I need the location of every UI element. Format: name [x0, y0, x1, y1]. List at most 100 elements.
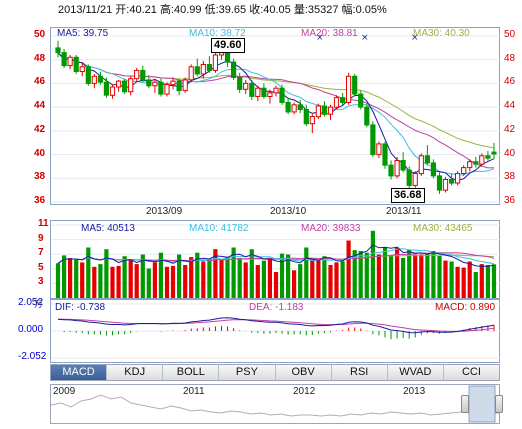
price-tick-label-right: 38 — [504, 171, 516, 183]
candle-up — [67, 56, 73, 67]
candle-up — [188, 66, 194, 81]
macd-chart — [51, 303, 501, 359]
volume-bar-down — [401, 258, 406, 298]
volume-bar-up — [201, 261, 206, 298]
macd-chart-panel[interactable]: DIF: -0.738 DEA: -1.183 MACD: 0.890 — [50, 299, 501, 363]
macd-dif-label: DIF: -0.738 — [55, 302, 106, 313]
volume-bar-down — [237, 258, 242, 298]
timeline-navigator[interactable]: 2009 2011 2012 2013 — [50, 384, 503, 424]
macd-tick-label: -2.052 — [18, 351, 47, 362]
candle-down — [103, 81, 109, 96]
price-tick-label-right: 48 — [504, 52, 516, 64]
price-tick-label-right: 40 — [504, 147, 516, 159]
tab-obv[interactable]: OBV — [276, 365, 332, 380]
navigator-selection[interactable] — [468, 385, 496, 423]
volume-bar-down — [449, 261, 454, 298]
candle-up — [212, 54, 219, 71]
volume-bar-down — [431, 251, 436, 298]
candle-up — [134, 69, 140, 80]
volume-bar-down — [382, 247, 388, 298]
volume-bar-up — [68, 258, 73, 298]
volume-bar-down — [158, 252, 163, 298]
date-label-sep: 2013/09 — [146, 206, 183, 217]
price-ma20-line — [57, 52, 495, 169]
navigator-left-handle[interactable] — [461, 395, 469, 413]
volume-bar-up — [346, 240, 351, 298]
tab-cci[interactable]: CCI — [461, 366, 481, 378]
volume-bar-down — [425, 253, 430, 298]
vol-ma10-label: MA10: 41782 — [189, 223, 249, 234]
candle-down — [358, 93, 364, 108]
price-tick-label: 48 — [34, 52, 46, 64]
candle-down — [370, 124, 376, 156]
candle-down — [194, 66, 200, 75]
volume-bar-up — [128, 259, 133, 298]
candle-down — [297, 104, 303, 111]
price-tick-label-right: 36 — [504, 195, 516, 206]
vol-ma20-label: MA20: 39833 — [301, 223, 361, 234]
candle-down — [449, 179, 455, 184]
tab-kdj[interactable]: KDJ — [107, 365, 164, 380]
candle-up — [109, 86, 116, 96]
volume-tick-label: 5 — [38, 261, 44, 273]
quote-header: 2013/11/21 开:40.21 高:40.99 低:39.65 收:40.… — [58, 4, 387, 16]
candle-down — [400, 160, 406, 171]
volume-bar-down — [140, 254, 145, 298]
macd-dea-label: DEA: -1.183 — [249, 302, 304, 313]
price-tick-label-right: 46 — [504, 76, 516, 88]
tab-boll[interactable]: BOLL — [163, 365, 220, 380]
candle-down — [122, 80, 128, 93]
tab-wvad[interactable]: WVAD — [388, 365, 444, 380]
tab-macd[interactable]: MACD — [51, 365, 108, 380]
navigator-right-handle[interactable] — [495, 395, 503, 413]
volume-bar-up — [443, 260, 448, 298]
price-chart-panel[interactable]: × × × MA5: 39.75 MA10: 38.72 MA20: 38.81 M… — [50, 27, 501, 205]
candle-up — [164, 84, 170, 95]
candle-down — [97, 75, 103, 83]
volume-chart — [51, 224, 501, 298]
volume-bar-up — [461, 267, 466, 298]
volume-chart-panel[interactable]: MA5: 40513 MA10: 41782 MA20: 39833 MA30:… — [50, 220, 501, 299]
candle-down — [224, 52, 231, 63]
price-tick-label: 42 — [34, 123, 46, 135]
price-ma30-label: MA30: 40.30 — [413, 28, 470, 39]
volume-bar-down — [98, 264, 103, 298]
candle-up — [327, 106, 334, 115]
volume-bar-down — [286, 254, 291, 298]
candle-down — [140, 69, 146, 81]
candle-up — [346, 75, 352, 103]
candle-down — [73, 56, 79, 72]
candle-down — [146, 79, 152, 87]
volume-bar-up — [92, 266, 97, 298]
volume-bar-down — [322, 256, 327, 298]
price-tick-label: 36 — [34, 195, 46, 206]
candle-up — [467, 161, 473, 169]
candle-up — [412, 173, 418, 186]
candle-down — [249, 82, 255, 97]
macd-tick-label: 2.052 — [18, 297, 44, 308]
candle-up — [479, 155, 485, 165]
candle-up — [200, 64, 206, 75]
volume-bar-up — [243, 262, 248, 298]
tab-psy[interactable]: PSY — [219, 365, 276, 380]
volume-bar-down — [352, 250, 357, 298]
price-tick-label-right: 44 — [504, 100, 516, 112]
candle-down — [85, 66, 91, 84]
candle-up — [418, 155, 424, 175]
candle-up — [243, 82, 249, 90]
volume-bar-up — [267, 258, 272, 298]
tab-rsi[interactable]: RSI — [332, 365, 388, 380]
volume-bar-up — [328, 265, 333, 298]
volume-bar-down — [485, 265, 490, 298]
volume-bar-up — [80, 262, 85, 298]
candle-up — [79, 66, 85, 72]
candle-down — [206, 64, 213, 71]
candle-up — [182, 79, 188, 92]
price-tick-label-right: 42 — [504, 123, 516, 135]
candle-up — [333, 97, 340, 108]
macd-value-label: MACD: 0.890 — [435, 302, 496, 313]
volume-bar-up — [376, 254, 381, 298]
volume-tick-label: 9 — [38, 232, 44, 244]
volume-bar-up — [467, 261, 472, 298]
nav-year-2009: 2009 — [53, 386, 76, 397]
